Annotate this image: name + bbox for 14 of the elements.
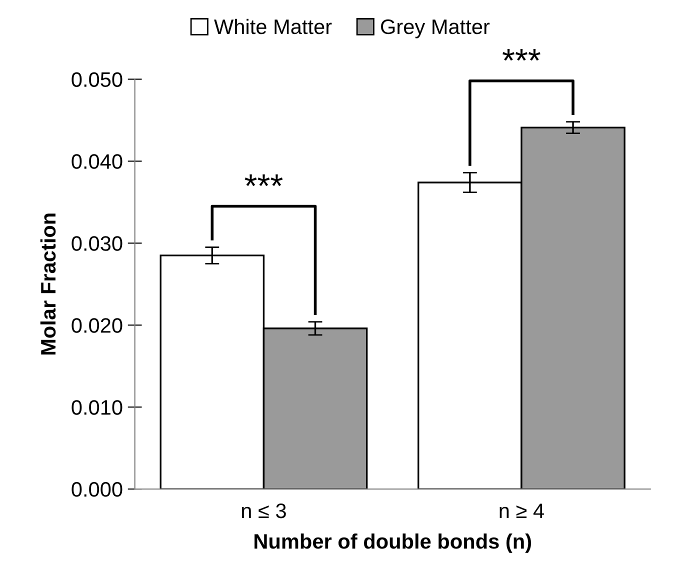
x-tick-label: n ≤ 3	[242, 503, 286, 518]
y-tick-label: 0.050	[72, 72, 122, 87]
legend-label: White Matter	[214, 18, 332, 34]
legend-label: Grey Matter	[381, 19, 490, 38]
y-tick-label: 0.040	[72, 154, 122, 169]
y-tick-label: 0.030	[72, 236, 122, 251]
x-axis-title: Number of double bonds (n)	[254, 533, 532, 553]
y-tick-label: 0.020	[72, 318, 122, 333]
x-tick-label: n ≥ 4	[500, 504, 544, 518]
annotation: ***	[244, 174, 283, 186]
y-tick-label: 0.000	[72, 482, 122, 497]
y-tick-label: 0.010	[72, 400, 122, 415]
text: ***	[502, 48, 540, 61]
y-axis-title: Molar Fraction	[40, 214, 56, 354]
